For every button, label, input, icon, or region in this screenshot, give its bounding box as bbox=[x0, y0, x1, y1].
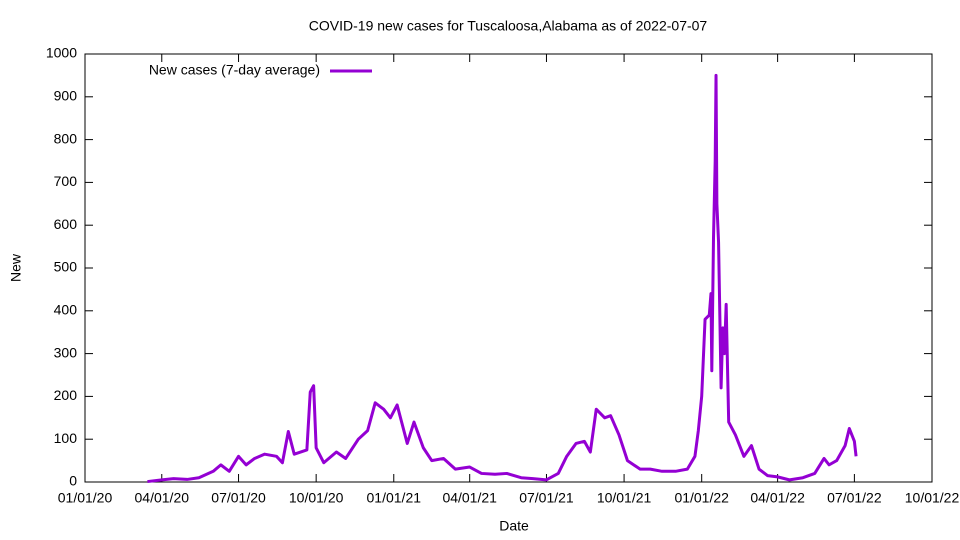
y-tick-label: 400 bbox=[54, 302, 78, 318]
y-tick-label: 1000 bbox=[46, 45, 77, 61]
y-tick-label: 0 bbox=[69, 473, 77, 489]
x-tick-label: 04/01/22 bbox=[750, 490, 805, 506]
y-axis-label: New bbox=[8, 253, 24, 282]
y-tick-label: 800 bbox=[54, 130, 78, 146]
y-tick-label: 700 bbox=[54, 173, 78, 189]
y-tick-label: 900 bbox=[54, 88, 78, 104]
x-tick-label: 04/01/20 bbox=[135, 490, 190, 506]
legend-label: New cases (7-day average) bbox=[149, 62, 320, 78]
x-axis-label: Date bbox=[499, 518, 529, 534]
x-tick-label: 07/01/20 bbox=[211, 490, 266, 506]
x-tick-label: 01/01/20 bbox=[58, 490, 113, 506]
y-tick-label: 200 bbox=[54, 387, 78, 403]
y-tick-label: 300 bbox=[54, 344, 78, 360]
x-tick-label: 01/01/22 bbox=[674, 490, 729, 506]
y-tick-label: 500 bbox=[54, 259, 78, 275]
x-tick-label: 10/01/22 bbox=[905, 490, 960, 506]
x-tick-label: 07/01/22 bbox=[827, 490, 882, 506]
x-tick-label: 07/01/21 bbox=[519, 490, 574, 506]
x-tick-label: 10/01/20 bbox=[289, 490, 344, 506]
y-tick-label: 600 bbox=[54, 216, 78, 232]
chart-title: COVID-19 new cases for Tuscaloosa,Alabam… bbox=[309, 18, 708, 34]
x-tick-label: 10/01/21 bbox=[597, 490, 652, 506]
data-line bbox=[147, 73, 858, 484]
plot-frame bbox=[84, 53, 933, 483]
x-tick-label: 04/01/21 bbox=[442, 490, 497, 506]
y-tick-label: 100 bbox=[54, 430, 78, 446]
x-tick-label: 01/01/21 bbox=[367, 490, 422, 506]
